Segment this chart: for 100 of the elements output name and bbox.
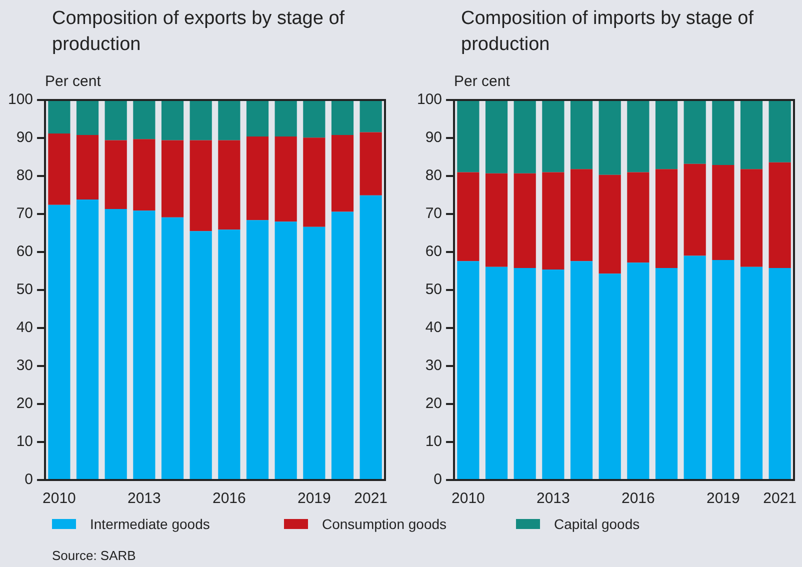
bar xyxy=(514,173,536,268)
x-tick-label: 2010 xyxy=(42,490,76,508)
legend-label: Capital goods xyxy=(554,516,640,532)
bar xyxy=(246,136,269,220)
x-tick-label: 2019 xyxy=(297,490,331,508)
legend-label: Intermediate goods xyxy=(90,516,210,532)
bar xyxy=(303,100,326,138)
bar xyxy=(48,204,70,480)
bar xyxy=(218,230,240,480)
y-axis-title: Per cent xyxy=(454,73,511,90)
y-tick-label: 70 xyxy=(425,205,442,222)
bar xyxy=(331,134,354,212)
y-tick-label: 70 xyxy=(16,205,34,222)
y-tick-label: 50 xyxy=(16,281,34,298)
bar xyxy=(768,162,791,268)
bar xyxy=(331,212,354,480)
bar xyxy=(570,261,593,480)
y-tick-label: 80 xyxy=(425,167,442,184)
bar xyxy=(190,100,212,140)
bar xyxy=(104,140,127,210)
bar xyxy=(542,100,564,172)
bar xyxy=(740,266,763,480)
bar xyxy=(627,100,650,172)
x-tick-label: 2010 xyxy=(452,490,485,508)
bar xyxy=(48,133,70,205)
bar xyxy=(485,173,508,267)
bar xyxy=(303,138,326,227)
y-tick-label: 40 xyxy=(425,319,442,336)
y-tick-label: 0 xyxy=(24,471,34,488)
bar xyxy=(457,172,480,262)
bar xyxy=(360,132,382,196)
bar xyxy=(360,100,382,132)
chart-title: Composition of imports by stage of production xyxy=(461,7,755,57)
y-tick-label: 60 xyxy=(16,243,34,260)
y-tick-label: 20 xyxy=(425,395,442,412)
bar xyxy=(542,269,564,480)
bar xyxy=(768,268,791,480)
bar xyxy=(76,134,99,200)
y-tick-label: 90 xyxy=(425,129,442,146)
bar xyxy=(542,172,564,270)
y-tick-label: 30 xyxy=(425,357,442,374)
y-tick-label: 90 xyxy=(16,129,34,146)
bar xyxy=(331,100,354,135)
bar xyxy=(246,220,269,480)
bar xyxy=(684,256,706,480)
bar xyxy=(570,169,593,262)
bar xyxy=(133,139,156,211)
bar xyxy=(190,231,212,480)
y-tick-label: 50 xyxy=(425,281,442,298)
bar xyxy=(712,100,734,165)
x-tick-label: 2019 xyxy=(706,490,740,508)
bar xyxy=(360,195,382,480)
bar xyxy=(246,100,269,136)
bar xyxy=(570,100,593,170)
bar xyxy=(104,209,127,480)
x-tick-label: 2013 xyxy=(536,490,570,508)
bar xyxy=(514,268,536,480)
bar xyxy=(655,169,678,268)
bar xyxy=(684,164,706,256)
x-tick-label: 2016 xyxy=(621,490,655,508)
bar xyxy=(274,100,297,136)
y-tick-label: 0 xyxy=(434,471,442,488)
bar xyxy=(48,100,70,134)
bar xyxy=(485,266,508,480)
bar xyxy=(274,136,297,222)
x-tick-label: 2016 xyxy=(212,490,246,508)
x-tick-label: 2021 xyxy=(763,490,797,508)
bar xyxy=(274,222,297,480)
bar xyxy=(627,262,650,480)
y-tick-label: 30 xyxy=(16,357,34,374)
bar xyxy=(161,100,184,140)
bar xyxy=(303,226,326,480)
bar xyxy=(133,100,156,140)
bar xyxy=(712,164,734,260)
bar xyxy=(684,100,706,164)
bar xyxy=(161,140,184,218)
y-tick-label: 100 xyxy=(8,91,34,108)
y-tick-label: 60 xyxy=(425,243,442,260)
bar xyxy=(740,100,763,170)
y-axis-title: Per cent xyxy=(45,73,102,90)
bar xyxy=(457,100,480,172)
source-note: Source: SARB xyxy=(52,548,136,563)
y-tick-label: 40 xyxy=(16,319,34,336)
bar xyxy=(161,217,184,480)
y-tick-label: 100 xyxy=(416,91,442,108)
bar xyxy=(514,100,536,174)
bar xyxy=(190,140,212,232)
y-tick-label: 20 xyxy=(16,395,34,412)
bar xyxy=(133,210,156,480)
bar xyxy=(76,200,99,480)
bar xyxy=(218,140,240,230)
bar xyxy=(627,172,650,263)
x-tick-label: 2021 xyxy=(354,490,388,508)
y-tick-label: 10 xyxy=(16,433,34,450)
bar xyxy=(740,169,763,267)
bar xyxy=(655,100,678,170)
bar xyxy=(768,100,791,162)
bar xyxy=(598,100,621,175)
bar xyxy=(104,100,127,140)
y-tick-label: 10 xyxy=(425,433,442,450)
